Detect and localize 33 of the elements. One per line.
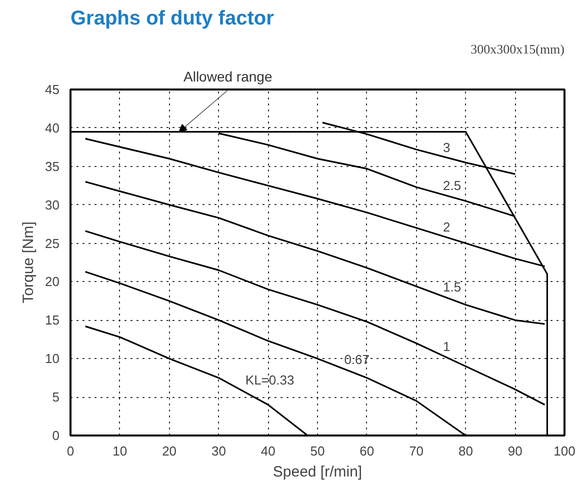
- y-tick-label: 40: [45, 120, 60, 136]
- y-tick-label: 35: [45, 158, 60, 174]
- y-axis-title: Torque [Nm]: [20, 222, 38, 304]
- x-tick-label: 40: [260, 444, 276, 458]
- series-label: 2.5: [443, 178, 462, 194]
- y-tick-label: 20: [45, 274, 60, 290]
- x-tick-label: 50: [310, 444, 325, 458]
- x-tick-label: 0: [66, 444, 74, 458]
- series-label: 0.67: [344, 352, 370, 368]
- series-label: 2: [443, 220, 450, 235]
- x-tick-label: 60: [360, 444, 374, 458]
- series-label: 3: [443, 140, 450, 156]
- x-tick-label: 10: [112, 444, 128, 458]
- y-tick-label: 25: [45, 236, 60, 251]
- x-tick-label: 70: [409, 444, 424, 458]
- annotation: Allowed range: [184, 68, 272, 84]
- x-axis-title: Speed [r/min]: [272, 464, 362, 480]
- x-tick-label: 100: [554, 444, 576, 458]
- x-tick-label: 80: [458, 444, 473, 458]
- chart-title: Graphs of duty factor: [70, 8, 274, 30]
- y-tick-label: 0: [52, 428, 60, 443]
- x-tick-label: 90: [508, 444, 522, 458]
- series-label: 1.5: [443, 280, 462, 295]
- series-label: KL=0.33: [245, 372, 294, 388]
- x-tick-label: 30: [211, 444, 226, 458]
- text: 300x300x15(mm): [470, 42, 565, 56]
- y-tick-label: 5: [52, 390, 60, 405]
- x-tick-label: 20: [162, 444, 177, 458]
- y-tick-label: 10: [45, 351, 60, 366]
- y-tick-label: 45: [45, 82, 60, 97]
- y-tick-label: 30: [45, 197, 60, 212]
- y-tick-label: 15: [45, 312, 60, 328]
- series-label: 1: [443, 338, 450, 354]
